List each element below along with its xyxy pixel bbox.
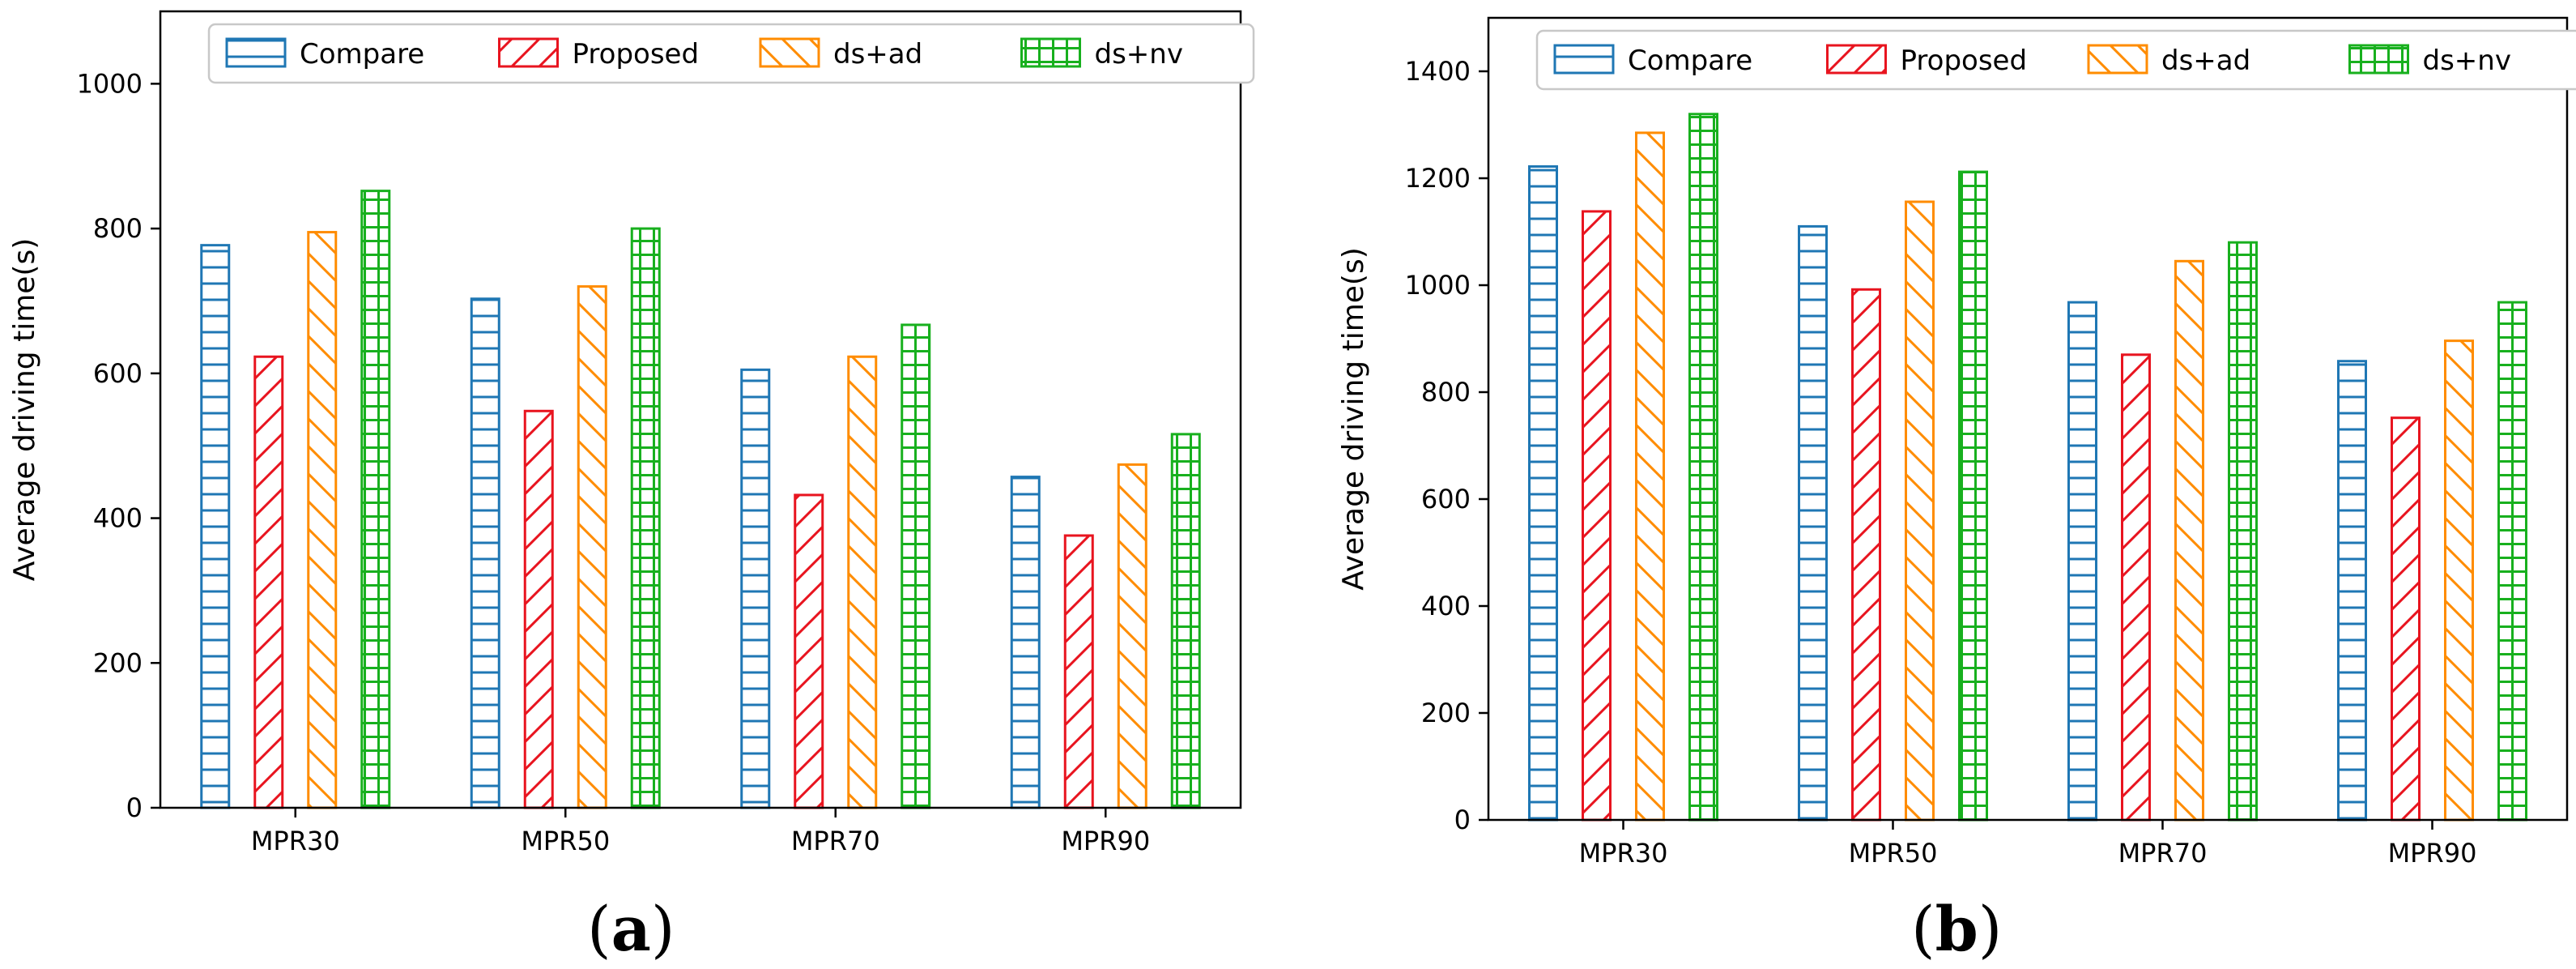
- x-tick-label-mpr50: MPR50: [1849, 838, 1938, 869]
- panel-label-b: (b): [1911, 893, 2002, 965]
- legend-label-ds-ad: ds+ad: [2161, 45, 2250, 77]
- bar-proposed-mpr70: [794, 493, 824, 809]
- paren-open: (: [587, 893, 611, 965]
- y-axis-label: Average driving time(s): [8, 238, 41, 582]
- legend-swatch-proposed: [498, 37, 559, 68]
- legend-box: [1535, 29, 2576, 91]
- x-tick-label-mpr70: MPR70: [2118, 838, 2208, 869]
- bar-compare-mpr30: [1528, 164, 1558, 822]
- bar-ds-nv-mpr30: [1688, 113, 1718, 822]
- bar-proposed-mpr50: [523, 409, 554, 809]
- bar-ds-ad-mpr70: [2174, 259, 2204, 822]
- bar-proposed-mpr70: [2121, 353, 2151, 822]
- y-tick-label: 200: [1421, 698, 1471, 728]
- bar-ds-ad-mpr90: [1117, 463, 1147, 809]
- y-tick-label: 1000: [1405, 270, 1471, 301]
- legend-label-proposed: Proposed: [1901, 45, 2028, 77]
- bar-ds-nv-mpr90: [1170, 433, 1201, 809]
- x-tick-label-mpr90: MPR90: [2388, 838, 2477, 869]
- y-tick-label: 800: [93, 213, 143, 244]
- panel-letter: b: [1935, 893, 1978, 965]
- legend-swatch-ds-ad: [759, 37, 820, 68]
- y-tick-label: 0: [126, 792, 143, 823]
- y-tick-label: 1000: [77, 68, 143, 99]
- plot-frame: [159, 10, 1242, 809]
- bar-ds-ad-mpr30: [307, 231, 338, 809]
- bar-ds-nv-mpr90: [2497, 301, 2527, 822]
- legend-swatch-ds-nv: [2348, 44, 2409, 75]
- legend-label-ds-nv: ds+nv: [2423, 45, 2511, 77]
- y-tick-label: 600: [1421, 484, 1471, 514]
- legend-box: [207, 23, 1255, 84]
- y-tick-label: 0: [1454, 805, 1471, 835]
- bar-ds-ad-mpr30: [1635, 131, 1665, 822]
- x-tick-label-mpr30: MPR30: [1579, 838, 1668, 869]
- chart-a: 0 200 400 600 800 1000 MPR30 MPR50 MPR70 MPR90 Ave…: [8, 10, 1255, 856]
- bar-compare-mpr90: [2337, 360, 2367, 822]
- x-tick-label-mpr90: MPR90: [1061, 826, 1150, 856]
- bar-proposed-mpr90: [2391, 416, 2421, 822]
- bar-ds-nv-mpr50: [630, 227, 661, 809]
- bar-proposed-mpr90: [1063, 534, 1094, 809]
- bar-compare-mpr50: [1798, 224, 1828, 822]
- y-tick-label: 1400: [1405, 56, 1471, 87]
- bar-compare-mpr70: [2067, 301, 2097, 822]
- legend-label-compare: Compare: [1628, 45, 1752, 77]
- legend-label-ds-nv: ds+nv: [1095, 38, 1183, 70]
- plot-frame: [1487, 16, 2569, 822]
- x-tick-label-mpr30: MPR30: [251, 826, 340, 856]
- y-tick-label: 800: [1421, 377, 1471, 408]
- legend-label-proposed: Proposed: [573, 38, 700, 70]
- y-tick-label: 1200: [1405, 163, 1471, 194]
- bar-ds-ad-mpr50: [577, 285, 607, 809]
- bar-ds-ad-mpr70: [847, 355, 878, 809]
- x-tick-label-mpr70: MPR70: [791, 826, 880, 856]
- panel-label-a: (a): [587, 893, 675, 965]
- bar-ds-nv-mpr70: [901, 323, 931, 809]
- bar-proposed-mpr50: [1851, 288, 1881, 822]
- panel-letter: a: [611, 893, 651, 965]
- y-tick-label: 600: [93, 358, 143, 389]
- paren-close: ): [1978, 893, 2003, 965]
- legend-swatch-ds-ad: [2087, 44, 2148, 75]
- legend-swatch-compare: [225, 37, 287, 68]
- legend-label-ds-ad: ds+ad: [833, 38, 922, 70]
- bar-ds-ad-mpr90: [2444, 339, 2474, 822]
- chart-b: 0 200 400 600 800 1000 1200 1400 MPR30 MPR50 MPR70…: [1337, 16, 2576, 869]
- legend-swatch-ds-nv: [1020, 37, 1081, 68]
- bar-ds-nv-mpr30: [360, 190, 391, 809]
- bar-compare-mpr70: [740, 368, 771, 809]
- legend-swatch-proposed: [1826, 44, 1887, 75]
- bar-ds-ad-mpr50: [1905, 200, 1935, 822]
- y-tick-label: 200: [93, 647, 143, 678]
- bar-ds-nv-mpr70: [2228, 241, 2258, 822]
- y-tick-label: 400: [93, 503, 143, 534]
- bar-compare-mpr90: [1010, 476, 1041, 809]
- y-axis-label: Average driving time(s): [1337, 247, 1370, 591]
- x-tick-label-mpr50: MPR50: [521, 826, 610, 856]
- paren-open: (: [1911, 893, 1935, 965]
- bar-ds-nv-mpr50: [1958, 170, 1988, 822]
- bar-compare-mpr30: [200, 244, 231, 809]
- bar-compare-mpr50: [470, 297, 500, 809]
- y-tick-label: 400: [1421, 591, 1471, 621]
- bar-proposed-mpr30: [1582, 210, 1612, 822]
- bar-proposed-mpr30: [253, 355, 284, 809]
- legend-label-compare: Compare: [300, 38, 424, 70]
- legend-swatch-compare: [1553, 44, 1615, 75]
- paren-close: ): [650, 893, 675, 965]
